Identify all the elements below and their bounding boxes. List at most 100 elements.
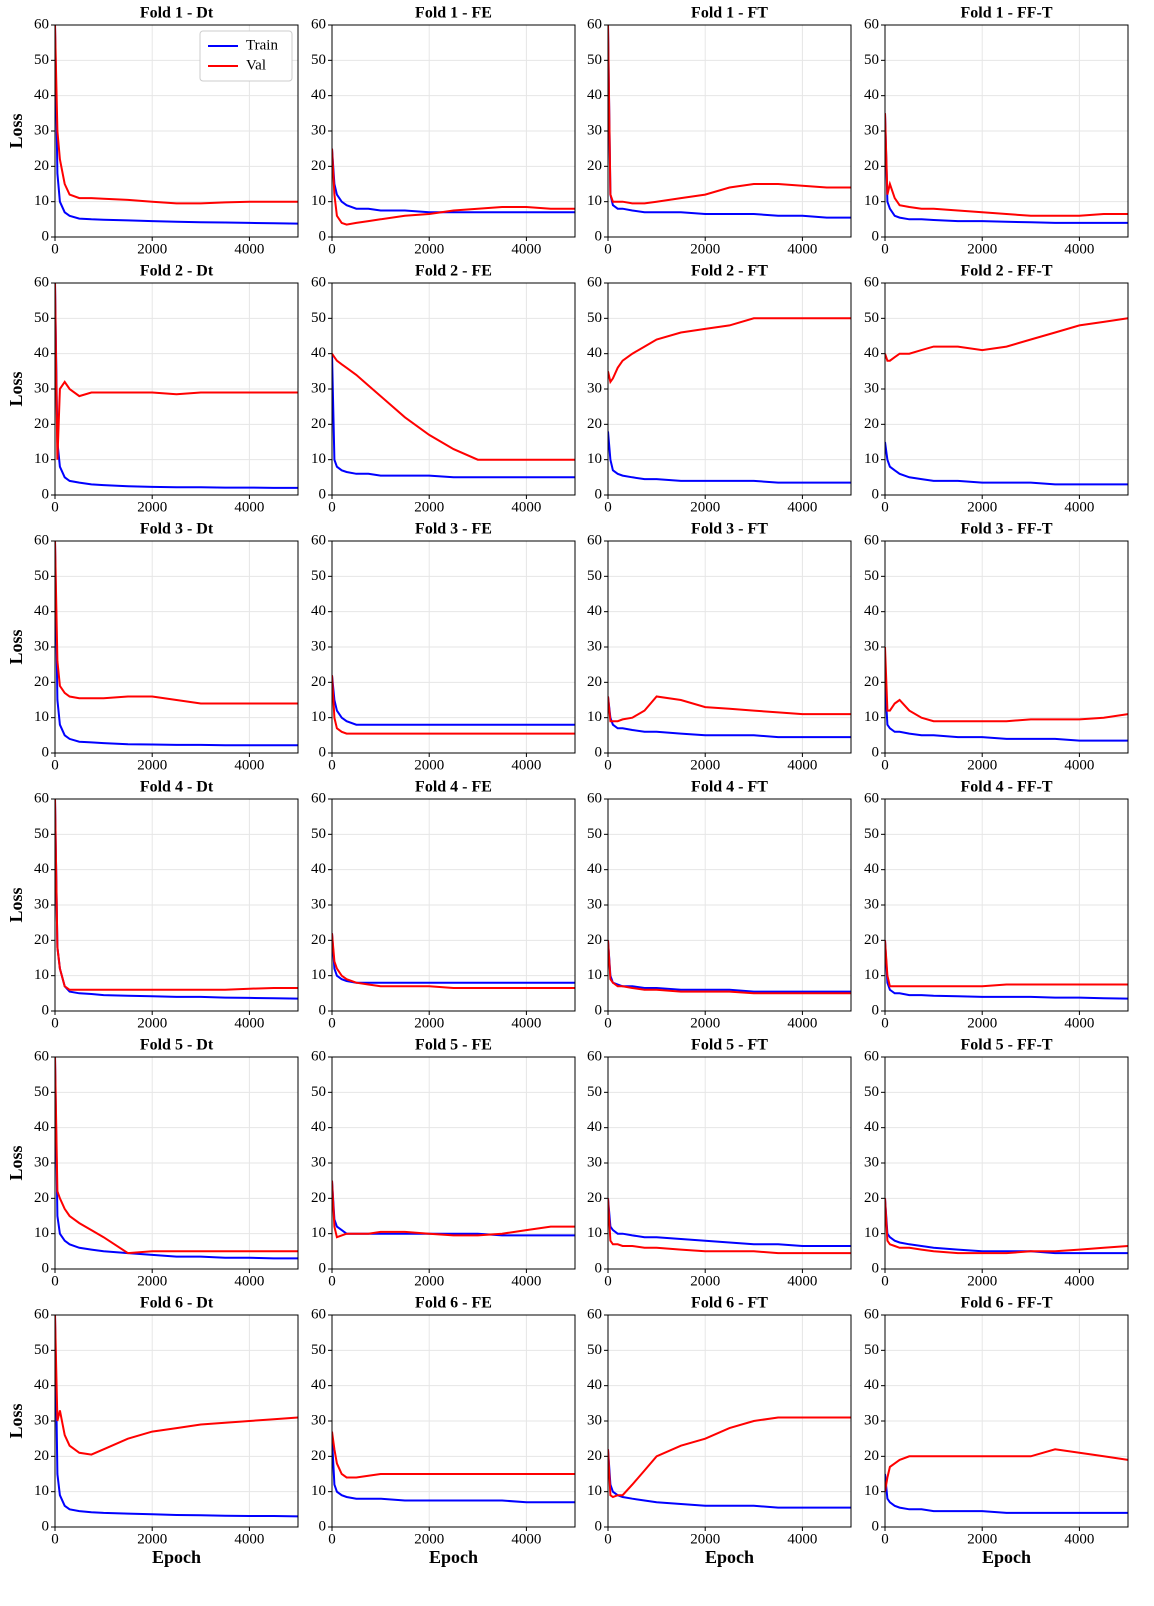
y-tick-label: 50 xyxy=(864,568,879,584)
series-line xyxy=(608,940,851,993)
x-tick-label: 0 xyxy=(604,499,612,515)
y-tick-label: 10 xyxy=(587,1483,602,1499)
y-tick-label: 30 xyxy=(864,1154,879,1170)
x-tick-label: 0 xyxy=(328,1273,336,1289)
x-tick-label: 4000 xyxy=(787,499,817,515)
y-axis-label: Loss xyxy=(6,887,26,922)
panel: Fold 6 - Dt 0 10 20 30 40 50 60 0 2000 4000 Loss Epo… xyxy=(6,1295,299,1567)
y-tick-label: 40 xyxy=(34,1119,49,1135)
series-line xyxy=(885,1473,1128,1514)
y-tick-label: 40 xyxy=(587,345,602,361)
y-tick-label: 30 xyxy=(587,380,602,396)
y-tick-label: 20 xyxy=(587,1448,602,1464)
panel: Fold 5 - Dt 0 10 20 30 40 50 60 0 2000 4000 Loss xyxy=(6,1037,299,1289)
y-tick-label: 10 xyxy=(311,1225,326,1241)
y-axis-label: Loss xyxy=(6,113,26,148)
panel: Fold 2 - FF-T 0 10 20 30 40 50 60 0 2000 4000 xyxy=(864,263,1129,515)
series-line xyxy=(332,353,575,461)
y-tick-label: 60 xyxy=(311,790,326,806)
x-tick-label: 4000 xyxy=(787,1531,817,1547)
y-tick-label: 30 xyxy=(34,380,49,396)
panel-title: Fold 5 - FE xyxy=(415,1037,492,1054)
panel: Fold 1 - FT 0 10 20 30 40 50 60 0 2000 4000 xyxy=(587,5,852,257)
y-tick-label: 40 xyxy=(864,1119,879,1135)
y-tick-label: 0 xyxy=(42,486,50,502)
y-tick-label: 40 xyxy=(864,345,879,361)
y-tick-label: 60 xyxy=(311,1048,326,1064)
series-line xyxy=(332,933,575,984)
y-tick-label: 20 xyxy=(587,932,602,948)
y-tick-label: 40 xyxy=(311,603,326,619)
y-tick-label: 10 xyxy=(311,967,326,983)
y-tick-label: 0 xyxy=(319,1518,327,1534)
y-tick-label: 60 xyxy=(864,274,879,290)
y-tick-label: 20 xyxy=(311,1448,326,1464)
y-tick-label: 50 xyxy=(34,310,49,326)
x-tick-label: 2000 xyxy=(137,757,167,773)
y-tick-label: 30 xyxy=(34,1412,49,1428)
x-tick-label: 4000 xyxy=(511,499,541,515)
series-line xyxy=(885,317,1128,362)
y-tick-label: 10 xyxy=(587,193,602,209)
x-tick-label: 0 xyxy=(881,1273,889,1289)
y-tick-label: 20 xyxy=(311,416,326,432)
x-tick-label: 4000 xyxy=(1064,1531,1094,1547)
x-tick-label: 0 xyxy=(881,241,889,257)
y-tick-label: 20 xyxy=(311,1190,326,1206)
panel-title: Fold 5 - Dt xyxy=(140,1037,214,1054)
y-tick-label: 0 xyxy=(872,1260,880,1276)
x-tick-label: 4000 xyxy=(787,1273,817,1289)
series-line xyxy=(55,541,298,747)
plot-frame xyxy=(54,540,299,754)
x-tick-label: 2000 xyxy=(137,241,167,257)
y-tick-label: 40 xyxy=(864,87,879,103)
y-tick-label: 10 xyxy=(34,967,49,983)
panel: Fold 6 - FF-T 0 10 20 30 40 50 60 0 2000 4000 Epoch xyxy=(864,1295,1129,1567)
series-line xyxy=(55,25,298,205)
x-tick-label: 2000 xyxy=(690,499,720,515)
x-tick-label: 4000 xyxy=(234,1015,264,1031)
x-tick-label: 2000 xyxy=(137,1015,167,1031)
y-axis-label: Loss xyxy=(6,1145,26,1180)
x-tick-label: 4000 xyxy=(787,241,817,257)
y-tick-label: 40 xyxy=(587,1119,602,1135)
panel: Fold 2 - FE 0 10 20 30 40 50 60 0 2000 4000 xyxy=(311,263,576,515)
y-tick-label: 30 xyxy=(311,1154,326,1170)
y-tick-label: 40 xyxy=(34,87,49,103)
plot-frame xyxy=(331,282,576,496)
x-tick-label: 4000 xyxy=(1064,1015,1094,1031)
panel: Fold 3 - FF-T 0 10 20 30 40 50 60 0 2000 4000 xyxy=(864,521,1129,773)
panel-title: Fold 5 - FF-T xyxy=(961,1037,1053,1054)
y-tick-label: 60 xyxy=(34,1306,49,1322)
x-tick-label: 0 xyxy=(604,1015,612,1031)
x-tick-label: 0 xyxy=(604,1531,612,1547)
y-tick-label: 40 xyxy=(34,861,49,877)
x-tick-label: 0 xyxy=(51,499,59,515)
y-tick-label: 60 xyxy=(864,790,879,806)
y-tick-label: 40 xyxy=(864,1377,879,1393)
y-axis-label: Loss xyxy=(6,629,26,664)
y-tick-label: 30 xyxy=(311,638,326,654)
x-tick-label: 2000 xyxy=(690,1273,720,1289)
x-tick-label: 4000 xyxy=(511,1015,541,1031)
panel: Fold 5 - FT 0 10 20 30 40 50 60 0 2000 4000 xyxy=(587,1037,852,1289)
y-tick-label: 20 xyxy=(311,932,326,948)
x-tick-label: 2000 xyxy=(967,241,997,257)
panel-title: Fold 1 - FF-T xyxy=(961,5,1053,22)
y-tick-label: 50 xyxy=(311,1342,326,1358)
panel: Fold 4 - Dt 0 10 20 30 40 50 60 0 2000 4000 Loss xyxy=(6,779,299,1031)
panel: Fold 1 - FF-T 0 10 20 30 40 50 60 0 2000 4000 xyxy=(864,5,1129,257)
panel-title: Fold 3 - FT xyxy=(691,521,768,538)
series-line xyxy=(608,696,851,739)
y-tick-label: 10 xyxy=(864,193,879,209)
panel: Fold 6 - FE 0 10 20 30 40 50 60 0 2000 4000 Epoch xyxy=(311,1295,576,1567)
y-tick-label: 30 xyxy=(864,896,879,912)
legend-label: Train xyxy=(246,37,278,53)
y-tick-label: 50 xyxy=(34,52,49,68)
x-tick-label: 2000 xyxy=(414,241,444,257)
x-tick-label: 0 xyxy=(881,1531,889,1547)
y-tick-label: 60 xyxy=(864,1048,879,1064)
x-tick-label: 0 xyxy=(51,1531,59,1547)
y-tick-label: 50 xyxy=(311,568,326,584)
y-tick-label: 10 xyxy=(587,1225,602,1241)
